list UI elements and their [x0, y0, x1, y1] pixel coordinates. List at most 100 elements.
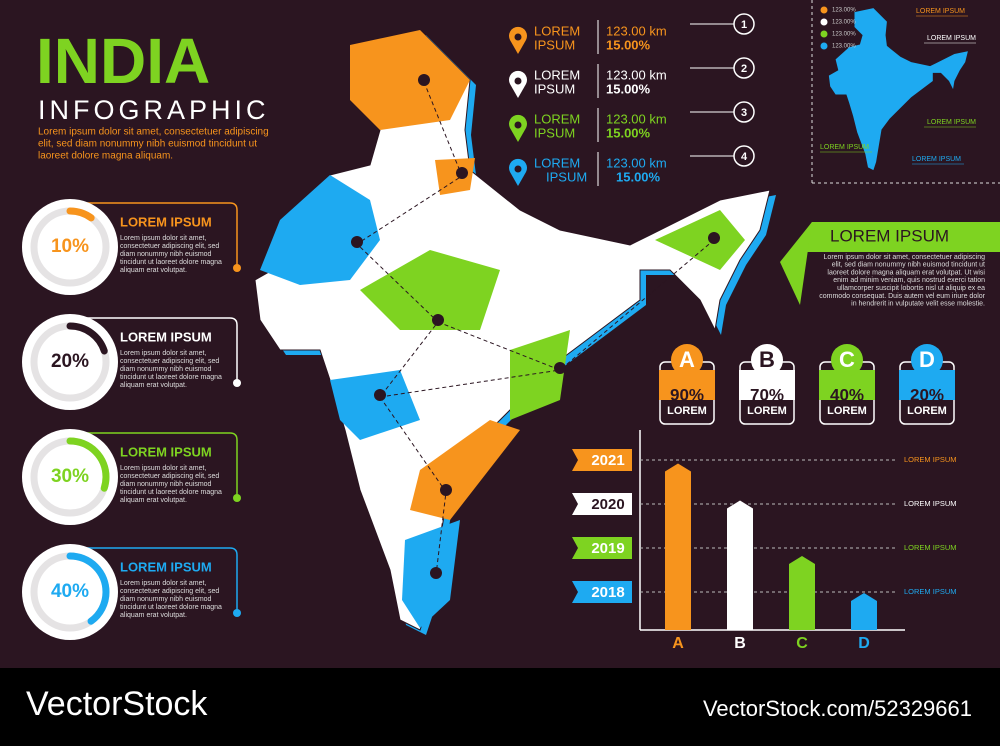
number-circle: [733, 101, 755, 123]
bar: [727, 500, 753, 630]
legend-dot: [820, 30, 828, 38]
number-circle: [733, 57, 755, 79]
ring-label: 30%: [51, 466, 89, 487]
legend-dot: [820, 42, 828, 50]
ring-text: Lorem ipsum dolor sit amet,: [120, 465, 206, 472]
year-tag: [572, 493, 632, 515]
ring-text: tincidunt ut laoreet dolore magna: [120, 374, 222, 381]
location-name: LOREM: [534, 111, 580, 126]
location-name: IPSUM: [546, 169, 587, 184]
legend-dot: [820, 6, 828, 14]
category-label: B: [734, 635, 746, 652]
info-text: Lorem ipsum dolor sit amet, consectetuer…: [824, 254, 986, 261]
mini-map-label: LOREM IPSUM: [927, 119, 976, 126]
location-number: 3: [741, 107, 747, 119]
ring-arc: [30, 437, 110, 517]
ring-text: diam nonummy nibh euismod: [120, 596, 212, 603]
location-name: IPSUM: [534, 81, 575, 96]
location-distance: 123.00 km: [606, 67, 667, 82]
ring-text: consectetuer adipiscing elit, sed: [120, 358, 219, 365]
ring-disc: [22, 199, 118, 295]
year-tag: [572, 537, 632, 559]
ring-text: Lorem ipsum dolor sit amet,: [120, 235, 206, 242]
info-text: commodo consequat. Duis autem vel eum ir…: [819, 293, 985, 300]
ring-title: LOREM IPSUM: [120, 214, 212, 229]
mini-map-label: LOREM IPSUM: [927, 35, 976, 42]
info-text: in hendrerit in vulputate velit esse mol…: [851, 301, 985, 308]
india-map: [254, 29, 776, 635]
mini-map-label: LOREM IPSUM: [916, 8, 965, 15]
location-name: LOREM: [534, 23, 580, 38]
ring-label: 40%: [51, 581, 89, 602]
badge-text: LOREM: [747, 405, 787, 417]
location-name: LOREM: [534, 67, 580, 82]
badge-text: LOREM: [827, 405, 867, 417]
bar: [851, 593, 877, 630]
badge-disc: [831, 344, 863, 376]
location-name: IPSUM: [534, 125, 575, 140]
year-text: LOREM IPSUM: [904, 455, 957, 464]
info-box: [790, 222, 1000, 252]
pin-hole: [514, 77, 522, 85]
ring-text: aliquam erat volutpat.: [120, 382, 187, 389]
location-percent: 15.00%: [606, 37, 651, 52]
year-text: LOREM IPSUM: [904, 543, 957, 552]
title: INDIA: [36, 25, 210, 97]
panel-line: [70, 547, 238, 612]
ring-title: LOREM IPSUM: [120, 444, 212, 459]
badge-value: 90%: [670, 385, 704, 404]
ring-arc: [30, 552, 110, 632]
year-label: 2019: [591, 540, 624, 557]
badge-value: 40%: [830, 385, 864, 404]
ring-text: diam nonummy nibh euismod: [120, 251, 212, 258]
pin-hole: [514, 121, 522, 129]
panel-line: [70, 202, 238, 267]
ring-text: tincidunt ut laoreet dolore magna: [120, 489, 222, 496]
badge-disc: [911, 344, 943, 376]
location-percent: 15.00%: [606, 125, 651, 140]
panel-dot: [233, 494, 241, 502]
panel-line: [70, 317, 238, 382]
ring-text: consectetuer adipiscing elit, sed: [120, 588, 219, 595]
panel-dot: [233, 379, 241, 387]
ring-title: LOREM IPSUM: [120, 329, 212, 344]
mini-map-label: LOREM IPSUM: [912, 156, 961, 163]
location-name: IPSUM: [534, 37, 575, 52]
info-text: ullamcorper suscipit lobortis nisl ut al…: [837, 285, 985, 292]
location-percent: 15.00%: [616, 169, 661, 184]
badge-value: 20%: [910, 385, 944, 404]
info-accent: [780, 222, 812, 305]
badge-letter: B: [759, 347, 775, 372]
ring-arc: [30, 207, 110, 287]
ring-text: aliquam erat volutpat.: [120, 612, 187, 619]
ring-text: tincidunt ut laoreet dolore magna: [120, 604, 222, 611]
ring-text: Lorem ipsum dolor sit amet,: [120, 350, 206, 357]
ring-text: Lorem ipsum dolor sit amet,: [120, 580, 206, 587]
number-circle: [733, 13, 755, 35]
subtitle: INFOGRAPHIC: [38, 95, 270, 125]
intro-text: Lorem ipsum dolor sit amet, consectetuer…: [38, 127, 269, 138]
mini-map: [811, 0, 1000, 184]
info-text: elit, sed diam nonummy nibh euismod tinc…: [832, 262, 985, 269]
category-label: A: [672, 635, 684, 652]
ring-label: 10%: [51, 236, 89, 257]
bar: [665, 463, 691, 630]
watermark-id: VectorStock.com/52329661: [703, 696, 972, 721]
badge-letter: D: [919, 347, 935, 372]
legend-label: 123.00%: [832, 32, 856, 38]
legend-dot: [820, 18, 828, 26]
info-text: enim ad minim veniam, quis nostrud exerc…: [833, 277, 985, 284]
year-tag: [572, 581, 632, 603]
bar: [789, 556, 815, 630]
location-distance: 123.00 km: [606, 155, 667, 170]
location-distance: 123.00 km: [606, 23, 667, 38]
ring-title: LOREM IPSUM: [120, 559, 212, 574]
badge-text: LOREM: [907, 405, 947, 417]
ring-text: consectetuer adipiscing elit, sed: [120, 243, 219, 250]
location-number: 2: [741, 63, 747, 75]
year-tag: [572, 449, 632, 471]
legend-label: 123.00%: [832, 8, 856, 14]
watermark-bar: [0, 668, 1000, 746]
number-circle: [733, 145, 755, 167]
